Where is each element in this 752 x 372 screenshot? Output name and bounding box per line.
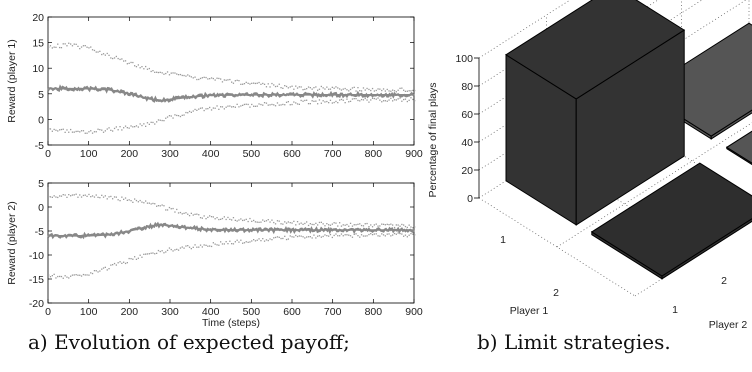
z-tick-label: 40: [461, 137, 473, 149]
plot1-axes-frame: [47, 16, 415, 146]
plot2-x-axis-label: Time (steps): [202, 317, 260, 329]
plot2-x-tick-label: 900: [405, 306, 423, 318]
plot1-x-tick-label: 800: [365, 148, 383, 160]
z-axis-label: Percentage of final plays: [427, 83, 439, 198]
plot1-y-tick-label: 5: [38, 89, 44, 101]
player1-tick-label: 2: [553, 287, 559, 299]
plot1-x-tick-label: 500: [243, 148, 261, 160]
plot2-y-tick-label: 5: [38, 178, 44, 190]
plot1-x-tick-label: 400: [202, 148, 220, 160]
plot2-series-lower-dotted: [48, 232, 416, 279]
plot1-y-tick-label: 0: [38, 114, 44, 126]
plot2-x-tick-label: 300: [161, 306, 179, 318]
player2-axis-label: Player 2: [709, 319, 748, 331]
plot2-x-tick-label: 700: [324, 306, 342, 318]
z-tick-label: 60: [461, 109, 473, 121]
bar-p1-2-p2-1: [590, 162, 752, 280]
plot2-axes-frame: [47, 182, 415, 304]
plot1-y-axis-label: Reward (player 1): [6, 39, 18, 122]
plot2-x-tick-label: 800: [365, 306, 383, 318]
grid-line: [478, 0, 571, 59]
plot1-x-tick-label: 600: [283, 148, 301, 160]
plot2-x-tick-label: 200: [121, 306, 139, 318]
plot1-y-tick-label: 20: [32, 12, 44, 24]
plot1-x-tick-label: 300: [161, 148, 179, 160]
plot2-series-upper-dotted: [48, 193, 416, 229]
plot2-y-tick-label: -15: [29, 274, 44, 286]
z-tick-label: 20: [461, 165, 473, 177]
z-tick-label: 100: [455, 53, 473, 65]
plot1-x-tick-label: 200: [121, 148, 139, 160]
plot2-x-tick-label: 0: [45, 306, 51, 318]
caption-right: b) Limit strategies.: [477, 330, 671, 354]
plot1-x-tick-label: 700: [324, 148, 342, 160]
plot2-x-tick-label: 100: [80, 306, 98, 318]
plot2-y-tick-label: -5: [35, 226, 44, 238]
plot2-x-tick-label: 400: [202, 306, 220, 318]
plot1-y-tick-label: 15: [32, 38, 44, 50]
plot1-x-tick-label: 900: [405, 148, 423, 160]
plot1-series-mean-trend: [48, 87, 414, 102]
plot2-y-tick-label: 0: [38, 202, 44, 214]
plot1-y-tick-label: 10: [32, 63, 44, 75]
plot1-x-tick-label: 0: [45, 148, 51, 160]
player1-tick-label: 1: [500, 234, 506, 246]
player2-tick-label: 2: [721, 275, 727, 287]
plot1-x-tick-label: 100: [80, 148, 98, 160]
z-tick-label: 0: [467, 193, 473, 205]
player2-tick-label: 1: [672, 304, 678, 316]
bar-p1-1-p2-1: [505, 0, 686, 226]
plot2-y-tick-label: -10: [29, 250, 44, 262]
plot2-x-tick-label: 500: [243, 306, 261, 318]
plot2-y-tick-label: -20: [29, 298, 44, 310]
plot1-y-tick-label: -5: [35, 140, 44, 152]
plot2-y-axis-label: Reward (player 2): [6, 201, 18, 284]
plot2-x-tick-label: 600: [283, 306, 301, 318]
plot1-series-lower-dotted: [48, 97, 416, 134]
z-tick-label: 80: [461, 81, 473, 93]
bar-p1-2-p2-2: [725, 130, 752, 166]
player1-axis-label: Player 1: [510, 305, 549, 317]
plot2-series-mean-trend: [48, 223, 414, 237]
grid-line: [556, 122, 752, 248]
caption-left: a) Evolution of expected payoff;: [28, 330, 350, 354]
plot1-series-upper-dotted: [48, 42, 416, 93]
